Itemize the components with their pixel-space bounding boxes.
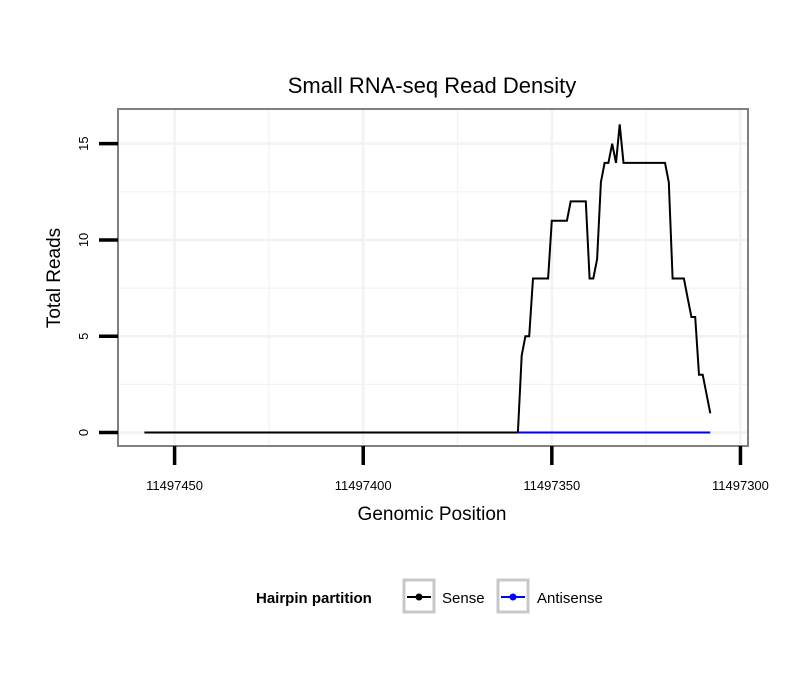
x-tick-label: 11497350 (523, 478, 580, 493)
x-axis-label: Genomic Position (358, 504, 507, 525)
y-axis: 0 5 10 15 (76, 136, 118, 436)
x-tick-label: 11497450 (146, 478, 203, 493)
legend: Hairpin partition Sense Antisense (256, 578, 603, 614)
legend-item-sense: Sense (402, 578, 485, 614)
legend-label-sense: Sense (442, 590, 485, 607)
y-tick-label: 10 (76, 233, 91, 247)
legend-point-antisense (509, 593, 517, 601)
chart-title: Small RNA-seq Read Density (288, 73, 577, 98)
x-axis: 11497450 11497400 11497350 11497300 (146, 446, 769, 493)
legend-label-antisense: Antisense (537, 590, 603, 607)
y-axis-label: Total Reads (44, 228, 65, 328)
x-tick-label: 11497400 (335, 478, 392, 493)
x-tick-label: 11497300 (712, 478, 769, 493)
legend-point-sense (415, 593, 423, 601)
plot-panel-border (117, 108, 749, 447)
series-line-sense (144, 124, 712, 434)
y-tick-label: 15 (76, 136, 91, 150)
legend-item-antisense: Antisense (496, 578, 603, 614)
y-tick-label: 0 (76, 429, 91, 436)
legend-title: Hairpin partition (256, 590, 372, 607)
y-tick-label: 5 (76, 333, 91, 340)
series-layer (144, 124, 712, 434)
